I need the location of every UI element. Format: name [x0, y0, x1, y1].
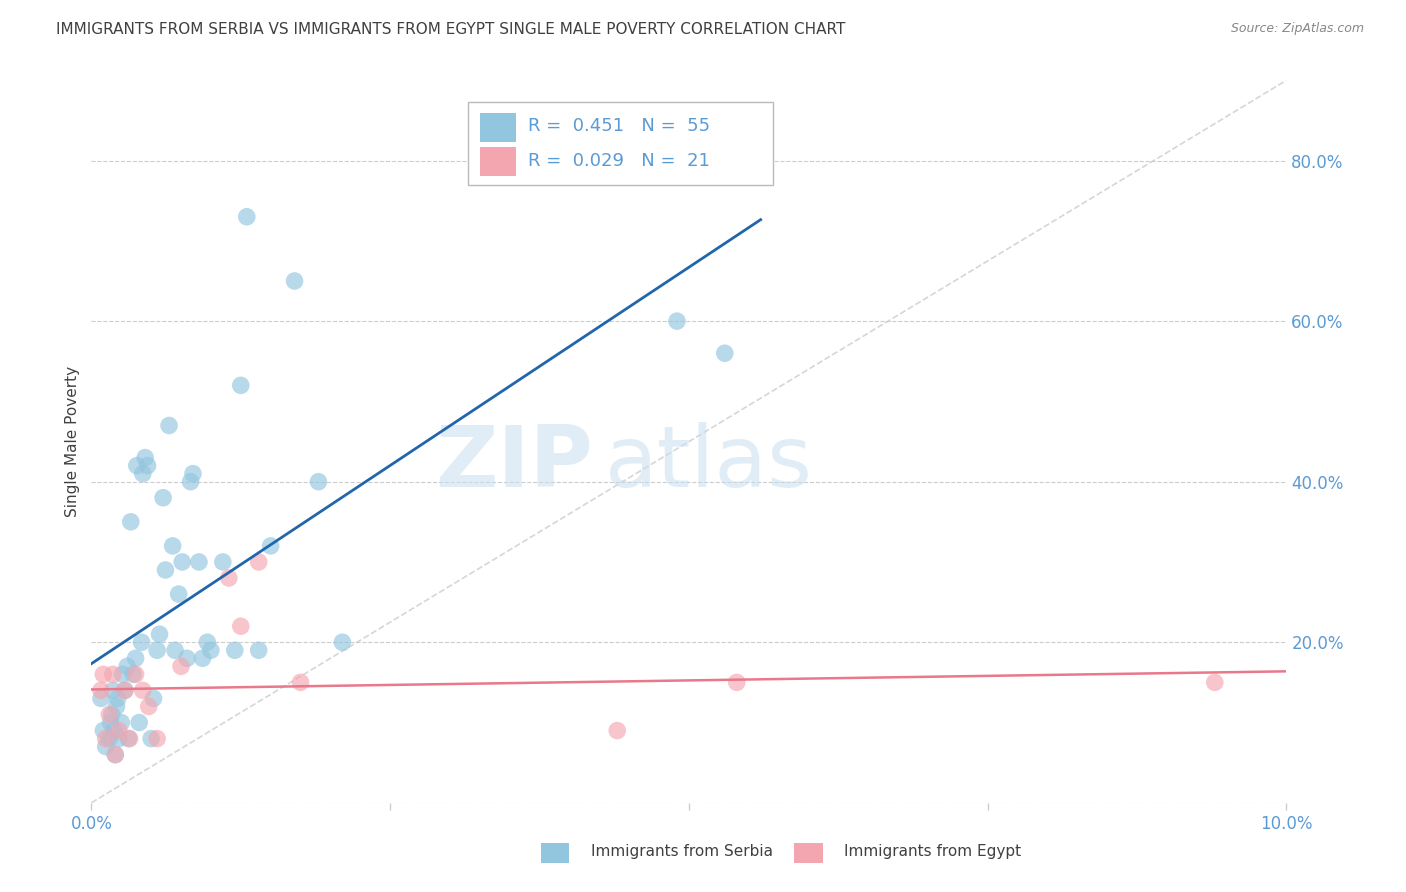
Point — [725, 675, 748, 690]
Point — [332, 635, 354, 649]
Point — [101, 683, 124, 698]
Point — [122, 667, 145, 681]
Point — [132, 683, 155, 698]
Point — [132, 467, 155, 481]
Point — [94, 731, 117, 746]
Point — [110, 715, 132, 730]
Point — [157, 418, 180, 433]
Point — [103, 723, 125, 738]
Point — [94, 739, 117, 754]
Point — [134, 450, 156, 465]
Point — [124, 651, 146, 665]
Point — [101, 667, 124, 681]
Point — [176, 651, 198, 665]
Point — [142, 691, 165, 706]
Point — [290, 675, 312, 690]
Point — [259, 539, 281, 553]
Point — [606, 723, 628, 738]
Point — [128, 715, 150, 730]
Point — [152, 491, 174, 505]
Point — [98, 731, 121, 746]
Point — [224, 643, 246, 657]
Point — [188, 555, 211, 569]
Point — [100, 707, 122, 722]
Text: Source: ZipAtlas.com: Source: ZipAtlas.com — [1230, 22, 1364, 36]
Text: Immigrants from Serbia: Immigrants from Serbia — [591, 845, 772, 859]
Point — [108, 723, 131, 738]
Point — [235, 210, 259, 224]
Point — [114, 683, 136, 698]
Text: ZIP: ZIP — [436, 422, 593, 505]
Point — [218, 571, 240, 585]
Point — [90, 691, 112, 706]
Point — [141, 731, 163, 746]
Point — [105, 699, 128, 714]
Point — [104, 747, 127, 762]
Point — [108, 731, 131, 746]
Point — [131, 635, 153, 649]
Point — [118, 731, 141, 746]
Point — [93, 667, 115, 681]
Point — [1204, 675, 1226, 690]
Point — [172, 555, 194, 569]
Point — [146, 643, 169, 657]
FancyBboxPatch shape — [479, 147, 516, 177]
Point — [284, 274, 307, 288]
Point — [170, 659, 193, 673]
Point — [180, 475, 202, 489]
Point — [148, 627, 170, 641]
Point — [125, 458, 148, 473]
Point — [229, 378, 252, 392]
Point — [115, 659, 138, 673]
Point — [100, 715, 122, 730]
Text: R =  0.451   N =  55: R = 0.451 N = 55 — [527, 117, 710, 135]
FancyBboxPatch shape — [479, 112, 516, 142]
Point — [191, 651, 214, 665]
Point — [111, 667, 134, 681]
Text: R =  0.029   N =  21: R = 0.029 N = 21 — [527, 153, 710, 170]
Point — [146, 731, 169, 746]
Text: atlas: atlas — [605, 422, 813, 505]
Point — [666, 314, 689, 328]
Point — [155, 563, 177, 577]
Point — [195, 635, 218, 649]
Point — [104, 747, 127, 762]
Point — [114, 683, 136, 698]
Point — [120, 515, 142, 529]
Point — [90, 683, 112, 698]
Point — [229, 619, 252, 633]
Y-axis label: Single Male Poverty: Single Male Poverty — [65, 366, 80, 517]
Point — [107, 691, 129, 706]
Point — [124, 667, 146, 681]
FancyBboxPatch shape — [468, 102, 773, 185]
Point — [98, 707, 121, 722]
Point — [162, 539, 184, 553]
Point — [93, 723, 115, 738]
Point — [247, 555, 270, 569]
Point — [211, 555, 233, 569]
Point — [167, 587, 190, 601]
Point — [138, 699, 160, 714]
Point — [181, 467, 204, 481]
Point — [247, 643, 270, 657]
Text: IMMIGRANTS FROM SERBIA VS IMMIGRANTS FROM EGYPT SINGLE MALE POVERTY CORRELATION : IMMIGRANTS FROM SERBIA VS IMMIGRANTS FRO… — [56, 22, 845, 37]
Point — [714, 346, 737, 360]
Point — [307, 475, 329, 489]
Point — [136, 458, 159, 473]
Point — [200, 643, 222, 657]
Point — [117, 731, 139, 746]
Text: Immigrants from Egypt: Immigrants from Egypt — [844, 845, 1021, 859]
Point — [163, 643, 186, 657]
